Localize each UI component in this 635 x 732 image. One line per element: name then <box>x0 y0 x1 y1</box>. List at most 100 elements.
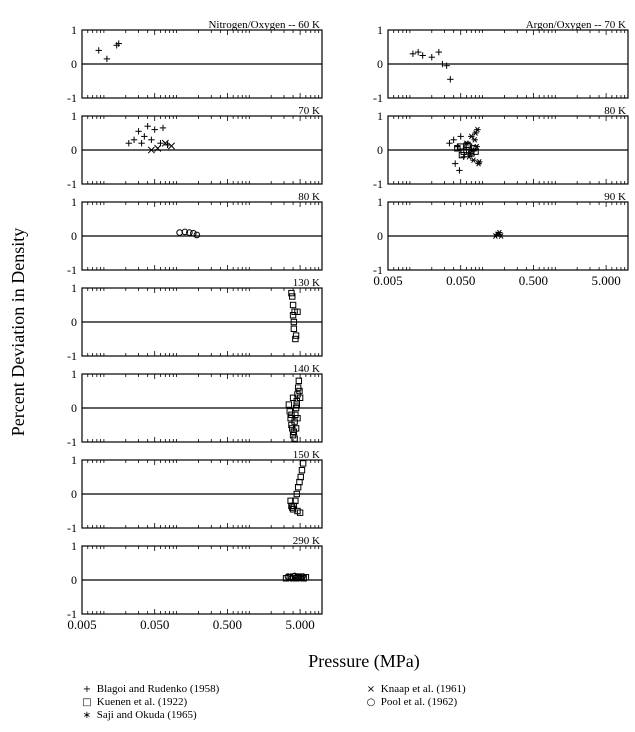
data-point <box>451 160 459 167</box>
y-tick-label: -1 <box>373 177 383 191</box>
data-point <box>288 289 295 297</box>
data-point <box>159 124 167 132</box>
data-point <box>148 136 155 143</box>
x-tick-label: 0.050 <box>446 273 475 288</box>
data-point <box>465 143 473 150</box>
legend-item-pool: ○ Pool et al. (1962) <box>364 696 466 709</box>
data-point <box>296 387 303 395</box>
series-square <box>288 289 301 343</box>
data-point <box>292 335 299 343</box>
data-point <box>454 143 461 150</box>
square-marker-icon: □ <box>82 697 92 708</box>
panel-title: 140 K <box>293 363 320 375</box>
circle-marker-icon: ○ <box>366 697 376 708</box>
data-point <box>289 432 297 439</box>
y-tick-label: -1 <box>67 263 77 277</box>
panel-nitrogen-oxygen-60k: -1 0 1 Nitrogen/Oxygen -- 60 K <box>67 19 323 105</box>
panel-title: 150 K <box>293 449 320 461</box>
panel-nitrogen-oxygen-70k: -1 0 1 70 K <box>67 105 323 191</box>
y-tick-label: 0 <box>71 229 77 243</box>
legend-label: Kuenen et al. (1922) <box>96 696 188 708</box>
y-tick-label: 1 <box>71 109 77 123</box>
y-tick-label: 0 <box>71 143 77 157</box>
legend-item-knaap: × Knaap et al. (1961) <box>364 683 466 696</box>
x-axis-label: Pressure (MPa) <box>308 651 419 672</box>
panel-nitrogen-oxygen-130k: -1 0 1 130 K <box>67 277 323 363</box>
legend-left: + Blagoi and Rudenko (1958) □ Kuenen et … <box>80 683 219 722</box>
data-point <box>409 50 417 57</box>
data-point <box>292 425 300 432</box>
data-point <box>292 497 299 505</box>
y-tick-label: 0 <box>71 487 77 501</box>
data-point <box>193 231 201 239</box>
y-tick-label: -1 <box>67 607 77 621</box>
data-point <box>190 229 197 237</box>
panel-argon-oxygen-80k: -1 0 1 80 K <box>373 105 629 191</box>
data-point <box>141 133 148 140</box>
y-tick-label: -1 <box>67 91 77 105</box>
data-point <box>284 573 292 580</box>
data-point <box>167 142 176 150</box>
data-point <box>287 415 294 422</box>
data-point <box>289 425 296 432</box>
series-o <box>284 572 306 582</box>
data-point <box>414 48 422 56</box>
y-tick-label: 0 <box>377 57 383 71</box>
x-tick-label: 0.500 <box>213 617 242 632</box>
asterisk-marker-icon: ∗ <box>82 710 92 721</box>
data-point <box>289 504 296 511</box>
data-point <box>151 126 158 133</box>
y-tick-label: 0 <box>71 315 77 329</box>
panel-title: 130 K <box>293 277 320 289</box>
data-point <box>294 384 302 391</box>
y-tick-label: 1 <box>71 281 77 295</box>
data-point <box>299 573 306 580</box>
data-point <box>161 139 169 147</box>
data-point <box>285 401 293 408</box>
y-tick-label: 1 <box>71 367 77 381</box>
series-+ <box>409 48 454 83</box>
legend-right: × Knaap et al. (1961) ○ Pool et al. (196… <box>364 683 466 709</box>
x-tick-label: 0.005 <box>373 273 402 288</box>
y-tick-label: -1 <box>67 521 77 535</box>
y-tick-label: 1 <box>71 453 77 467</box>
data-point <box>288 411 295 419</box>
data-point <box>495 231 502 238</box>
series-x <box>147 139 176 154</box>
series-square <box>454 141 479 159</box>
y-tick-label: 1 <box>377 109 383 123</box>
panel-title: 70 K <box>298 105 320 117</box>
data-point <box>458 151 466 159</box>
data-point <box>290 318 298 326</box>
data-point <box>447 76 454 83</box>
data-point <box>435 48 443 56</box>
y-tick-label: 1 <box>71 23 77 37</box>
data-point <box>286 408 293 415</box>
data-point <box>468 133 475 140</box>
data-point <box>130 136 138 143</box>
series-asterisk <box>492 229 505 239</box>
y-tick-label: 0 <box>71 573 77 587</box>
legend-label: Pool et al. (1962) <box>380 696 458 708</box>
y-tick-label: -1 <box>67 435 77 449</box>
data-point <box>297 473 304 481</box>
legend-item-saji: ∗ Saji and Okuda (1965) <box>80 709 219 722</box>
chart-panels: -1 0 1 Nitrogen/Oxygen -- 60 K -1 0 1 70 K -1 0 1 8… <box>67 19 629 632</box>
data-point <box>292 411 299 419</box>
data-point <box>293 490 300 498</box>
data-point <box>443 62 450 69</box>
data-point <box>469 147 476 153</box>
data-point <box>289 293 296 300</box>
data-point <box>294 415 301 422</box>
data-point <box>289 312 297 319</box>
data-point <box>103 55 111 63</box>
data-point <box>475 160 482 167</box>
data-point <box>289 394 297 402</box>
data-point <box>154 144 162 152</box>
data-point <box>454 145 461 152</box>
series-o <box>176 228 201 239</box>
panel-nitrogen-oxygen-150k: -1 0 1 150 K <box>67 449 323 535</box>
legend-label: Knaap et al. (1961) <box>380 683 466 695</box>
data-point <box>135 128 142 135</box>
data-point <box>467 150 474 157</box>
